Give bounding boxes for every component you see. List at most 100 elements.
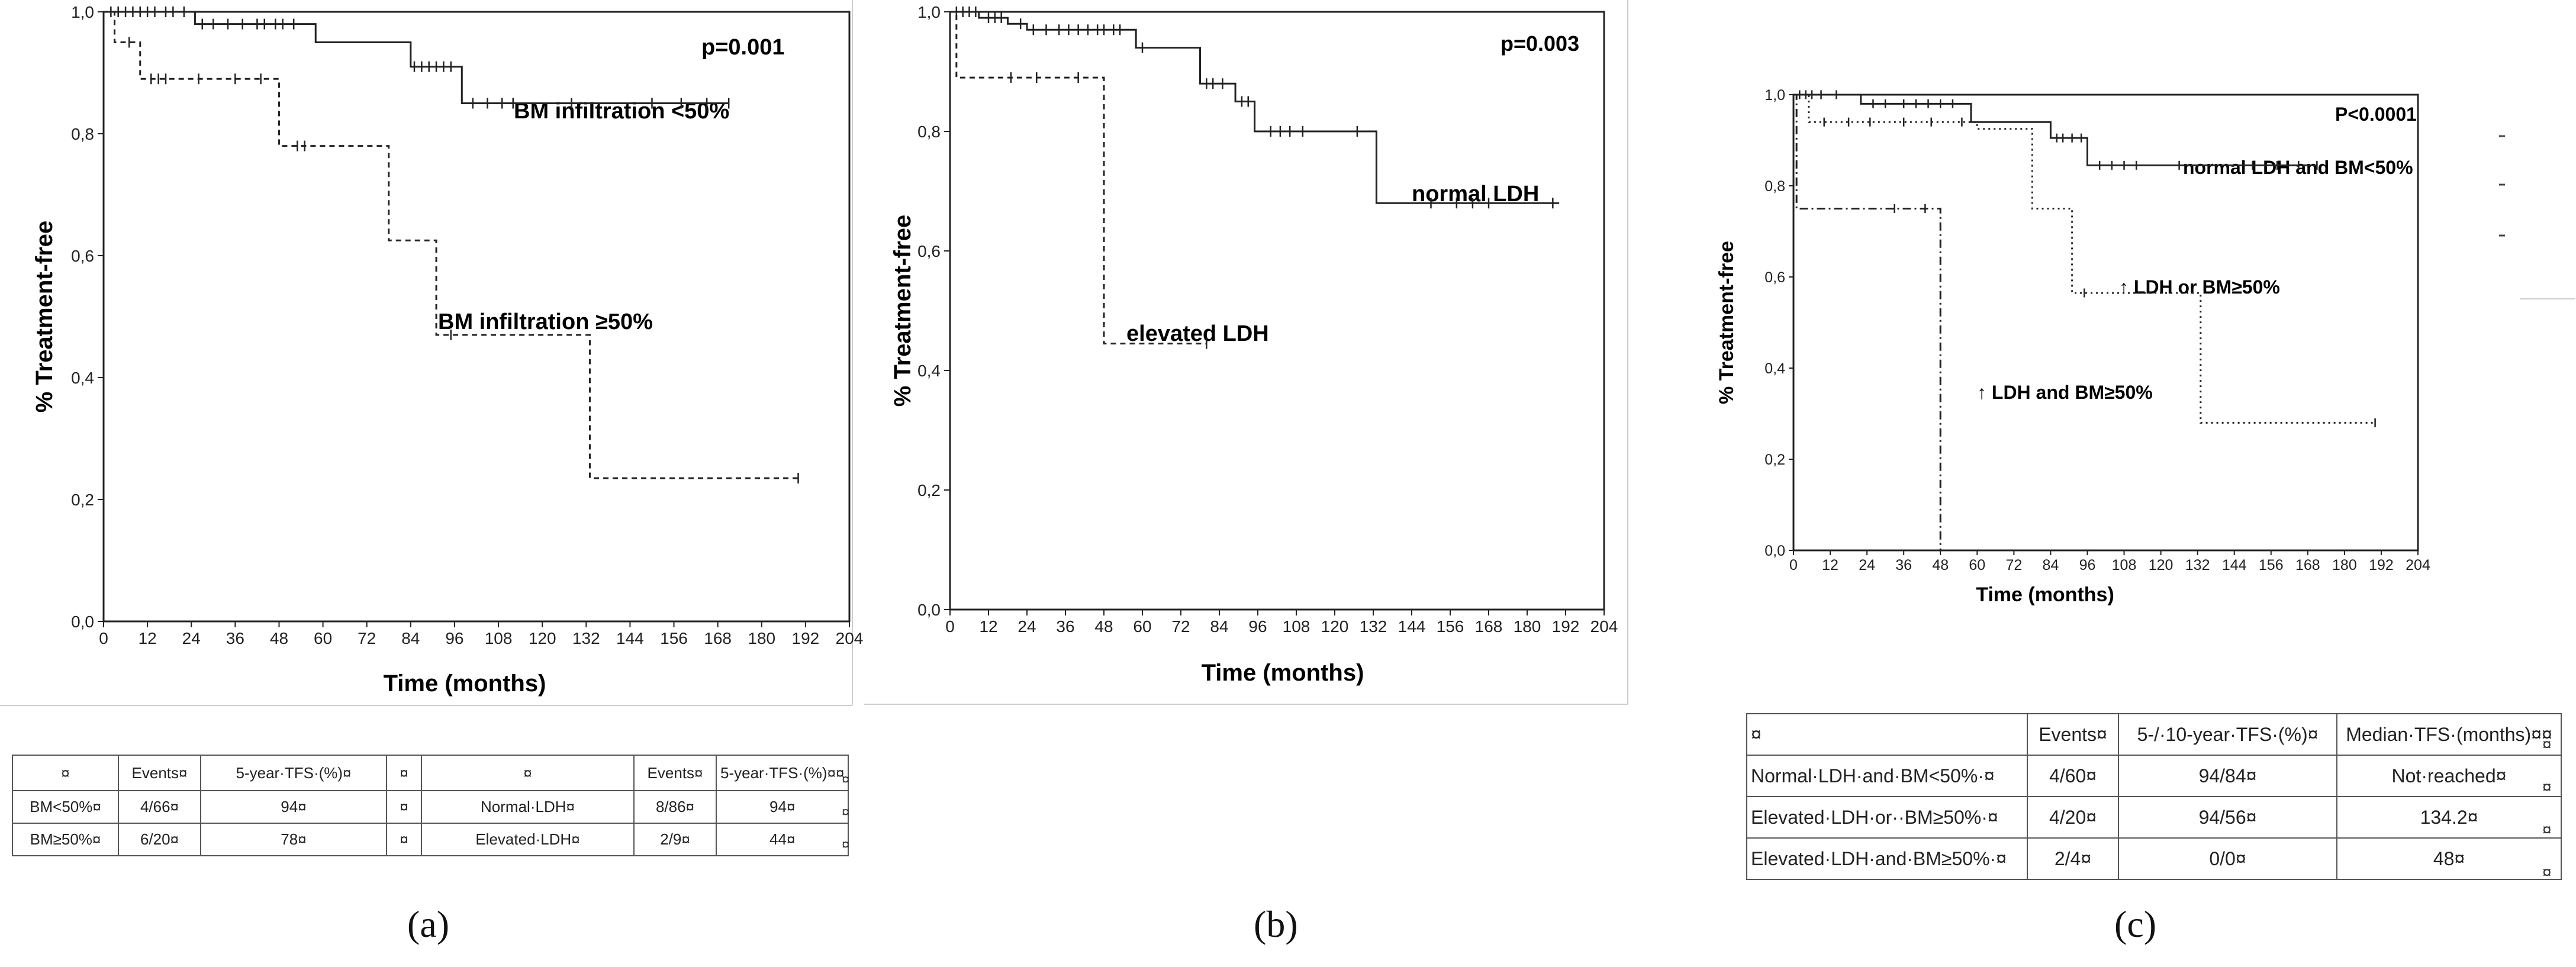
x-tick-label: 144 bbox=[1398, 617, 1426, 636]
table-cell: 78¤ bbox=[200, 823, 387, 856]
x-tick-label: 48 bbox=[1094, 617, 1113, 636]
y-tick-label: 0,6 bbox=[71, 247, 94, 265]
pvalue-c: P<0.0001 bbox=[2335, 104, 2417, 125]
km-curve-2-0 bbox=[1793, 94, 2317, 166]
x-tick-label: 24 bbox=[182, 629, 201, 647]
pvalue-b: p=0.003 bbox=[1500, 31, 1579, 56]
table-cell: 0/0¤ bbox=[2118, 837, 2337, 880]
table-cell: ¤ bbox=[12, 755, 119, 791]
x-tick-label: 60 bbox=[1133, 617, 1151, 636]
x-tick-label: 84 bbox=[1210, 617, 1228, 636]
x-tick-label: 204 bbox=[1590, 617, 1618, 636]
y-tick-label: 0,6 bbox=[1764, 269, 1785, 286]
table-cell: ¤ bbox=[421, 755, 635, 791]
table-cell: ¤ bbox=[386, 823, 422, 856]
x-tick-label: 12 bbox=[139, 629, 157, 647]
results-table-c: ¤ Events¤ 5-/·10-year·TFS·(%)¤ Median·TF… bbox=[1746, 713, 2562, 880]
y-axis-label-c: % Treatment-free bbox=[1715, 241, 1738, 404]
table-row: Normal·LDH·and·BM<50%·¤ 4/60¤ 94/84¤ Not… bbox=[1746, 755, 2562, 797]
row-mark: ¤ bbox=[2542, 778, 2552, 796]
km-curve-2-1 bbox=[1793, 94, 2375, 424]
x-tick-label: 168 bbox=[2295, 557, 2320, 573]
x-tick-label: 144 bbox=[2222, 557, 2247, 573]
x-tick-label: 48 bbox=[1932, 557, 1949, 573]
series-label-a-1: BM infiltration ≥50% bbox=[438, 310, 653, 334]
table-cell: 94¤ bbox=[200, 790, 387, 824]
chart-b: p=0.003 normal LDH elevated LDH Time (mo… bbox=[864, 0, 1634, 710]
table-cell: BM≥50%¤ bbox=[12, 823, 119, 856]
y-tick-label: 0,0 bbox=[71, 613, 94, 631]
x-tick-label: 156 bbox=[1437, 617, 1464, 636]
x-tick-label: 96 bbox=[445, 629, 463, 647]
x-tick-label: 132 bbox=[1360, 617, 1387, 636]
y-tick-label: 0,2 bbox=[71, 491, 94, 509]
y-tick-label: 1,0 bbox=[917, 3, 941, 21]
table-cell: Not·reached¤ bbox=[2336, 755, 2562, 797]
x-tick-label: 132 bbox=[2185, 557, 2210, 573]
x-tick-label: 36 bbox=[1895, 557, 1912, 573]
plot-frame-b bbox=[949, 11, 1605, 611]
x-tick-label: 60 bbox=[1969, 557, 1985, 573]
row-mark: ¤ bbox=[842, 837, 850, 853]
table-cell: 5-/·10-year·TFS·(%)¤ bbox=[2118, 713, 2337, 756]
y-axis-label-a: % Treatment-free bbox=[31, 221, 57, 413]
pvalue-a: p=0.001 bbox=[701, 35, 785, 60]
caption-c: (c) bbox=[2114, 903, 2157, 945]
table-cell: BM<50%¤ bbox=[12, 790, 119, 824]
table-row: Elevated·LDH·and·BM≥50%·¤ 2/4¤ 0/0¤ 48¤ bbox=[1746, 837, 2562, 880]
caption-b: (b) bbox=[1254, 903, 1298, 945]
table-cell: 5-year·TFS·(%)¤¤ bbox=[715, 755, 849, 791]
y-tick-label: 0,8 bbox=[71, 125, 94, 143]
x-tick-label: 84 bbox=[401, 629, 420, 647]
x-tick-label: 204 bbox=[836, 629, 864, 647]
y-tick-label: 0,4 bbox=[1764, 360, 1785, 377]
table-row: BM<50%¤ 4/66¤ 94¤ ¤ Normal·LDH¤ 8/86¤ 94… bbox=[12, 790, 849, 824]
y-tick-label: 0,0 bbox=[917, 601, 941, 619]
table-header-row: ¤ Events¤ 5-/·10-year·TFS·(%)¤ Median·TF… bbox=[1746, 713, 2562, 756]
y-tick-label: 0,2 bbox=[1764, 452, 1785, 468]
row-mark: ¤ bbox=[2542, 735, 2552, 753]
table-cell: Elevated·LDH¤ bbox=[421, 823, 635, 856]
x-tick-label: 84 bbox=[2043, 557, 2059, 573]
x-axis-label-a: Time (months) bbox=[384, 671, 546, 697]
plot-frame-a bbox=[102, 11, 851, 623]
x-tick-label: 192 bbox=[2369, 557, 2394, 573]
y-tick-label: 0,6 bbox=[917, 242, 941, 260]
table-cell: ¤ bbox=[386, 790, 422, 824]
table-cell: Normal·LDH¤ bbox=[421, 790, 635, 824]
series-label-c-2: ↑ LDH and BM≥50% bbox=[1977, 382, 2153, 403]
chart-a: p=0.001 BM infiltration <50% BM infiltra… bbox=[0, 0, 864, 710]
table-cell: Median·TFS·(months)¤¤ bbox=[2336, 713, 2562, 756]
table-cell: 94/84¤ bbox=[2118, 755, 2337, 797]
table-ab-row-marks: ¤ ¤ ¤ bbox=[842, 763, 849, 861]
series-label-b-1: elevated LDH bbox=[1126, 321, 1269, 346]
table-cell: ¤ bbox=[1746, 713, 2028, 756]
x-tick-label: 168 bbox=[704, 629, 732, 647]
x-tick-label: 192 bbox=[792, 629, 820, 647]
table-cell: 48¤ bbox=[2336, 837, 2562, 880]
plot-frame-c bbox=[1792, 94, 2419, 552]
x-tick-label: 180 bbox=[748, 629, 775, 647]
table-cell: 4/60¤ bbox=[2027, 755, 2119, 797]
chart-c: P<0.0001 normal LDH and BM<50% ↑ LDH or … bbox=[1699, 83, 2576, 627]
table-row: Elevated·LDH·or··BM≥50%·¤ 4/20¤ 94/56¤ 1… bbox=[1746, 796, 2562, 839]
table-cell: Elevated·LDH·and·BM≥50%·¤ bbox=[1746, 837, 2028, 880]
table-cell: Normal·LDH·and·BM<50%·¤ bbox=[1746, 755, 2028, 797]
table-cell: Events¤ bbox=[2027, 713, 2119, 756]
x-tick-label: 156 bbox=[2259, 557, 2284, 573]
x-tick-label: 120 bbox=[2149, 557, 2174, 573]
row-mark: ¤ bbox=[2542, 820, 2552, 839]
km-curve-1-0 bbox=[950, 11, 1560, 204]
table-cell: 134.2¤ bbox=[2336, 796, 2562, 839]
x-tick-label: 192 bbox=[1552, 617, 1580, 636]
table-cell: Events¤ bbox=[633, 755, 717, 791]
x-tick-label: 72 bbox=[2005, 557, 2022, 573]
caption-a: (a) bbox=[407, 903, 450, 945]
table-header-row: ¤ Events¤ 5-year·TFS·(%)¤ ¤ ¤ Events¤ 5-… bbox=[12, 755, 849, 791]
x-tick-label: 120 bbox=[1321, 617, 1349, 636]
y-tick-label: 1,0 bbox=[71, 3, 94, 21]
table-cell: 4/66¤ bbox=[118, 790, 201, 824]
row-mark: ¤ bbox=[2542, 863, 2552, 881]
y-tick-label: 0,8 bbox=[917, 123, 941, 141]
x-tick-label: 72 bbox=[358, 629, 376, 647]
